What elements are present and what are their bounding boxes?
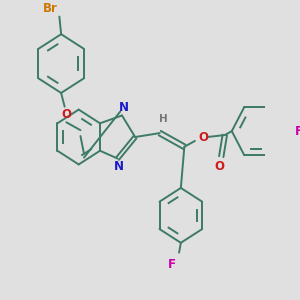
- Text: Br: Br: [43, 2, 58, 15]
- Text: F: F: [168, 258, 176, 271]
- Text: N: N: [114, 160, 124, 173]
- Text: O: O: [214, 160, 224, 173]
- Text: H: H: [159, 114, 168, 124]
- Text: O: O: [199, 130, 209, 143]
- Text: F: F: [295, 124, 300, 138]
- Text: O: O: [61, 108, 71, 121]
- Text: N: N: [119, 101, 129, 114]
